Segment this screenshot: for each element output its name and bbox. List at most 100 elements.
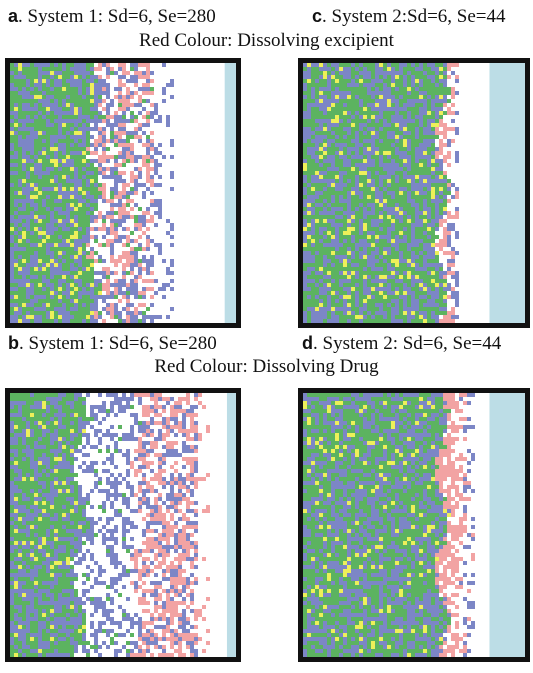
cell: [339, 211, 343, 215]
cell: [58, 151, 62, 155]
cell: [383, 99, 387, 103]
cell: [335, 207, 339, 211]
cell: [62, 311, 66, 315]
cell: [42, 259, 46, 263]
cell: [423, 115, 427, 119]
cell: [18, 167, 22, 171]
cell: [138, 425, 142, 429]
cell: [66, 163, 70, 167]
cell: [339, 99, 343, 103]
cell: [351, 255, 355, 259]
cell: [66, 409, 70, 413]
cell: [26, 315, 30, 319]
cell: [315, 147, 319, 151]
cell: [18, 405, 22, 409]
cell: [14, 167, 18, 171]
cell: [443, 171, 447, 175]
cell: [42, 295, 46, 299]
cell: [407, 195, 411, 199]
cell: [134, 393, 138, 397]
cell: [90, 171, 94, 175]
cell: [38, 421, 42, 425]
cell: [375, 227, 379, 231]
cell: [383, 151, 387, 155]
cell: [343, 259, 347, 263]
cell: [170, 449, 174, 453]
cell: [399, 167, 403, 171]
cell: [411, 199, 415, 203]
cell: [411, 223, 415, 227]
cell: [150, 219, 154, 223]
cell: [379, 263, 383, 267]
cell: [182, 397, 186, 401]
cell: [423, 291, 427, 295]
cell: [146, 393, 150, 397]
cell: [62, 279, 66, 283]
cell: [323, 311, 327, 315]
cell: [14, 175, 18, 179]
cell: [439, 215, 443, 219]
cell: [363, 95, 367, 99]
cell: [34, 111, 38, 115]
cell: [142, 231, 146, 235]
cell: [419, 267, 423, 271]
cell: [439, 107, 443, 111]
cell: [371, 247, 375, 251]
cell: [391, 299, 395, 303]
cell: [319, 171, 323, 175]
cell: [431, 123, 435, 127]
cell: [78, 259, 82, 263]
cell: [327, 259, 331, 263]
cell: [102, 267, 106, 271]
cell: [343, 243, 347, 247]
cell: [419, 167, 423, 171]
cell: [419, 91, 423, 95]
cell: [138, 271, 142, 275]
cell: [319, 79, 323, 83]
cell: [335, 227, 339, 231]
cell: [315, 163, 319, 167]
cell: [42, 187, 46, 191]
cell: [158, 151, 162, 155]
cell: [78, 179, 82, 183]
cell: [46, 167, 50, 171]
cell: [146, 429, 150, 433]
cell: [78, 187, 82, 191]
cell: [14, 91, 18, 95]
cell: [14, 71, 18, 75]
cell: [395, 211, 399, 215]
cell: [327, 163, 331, 167]
cell: [411, 235, 415, 239]
cell: [78, 417, 82, 421]
cell: [94, 219, 98, 223]
cell: [363, 79, 367, 83]
cell: [399, 75, 403, 79]
cell: [427, 139, 431, 143]
cell: [435, 303, 439, 307]
cell: [106, 91, 110, 95]
cell: [375, 223, 379, 227]
panel-caption: a. System 1: Sd=6, Se=280: [8, 6, 216, 28]
cell: [371, 231, 375, 235]
cell: [419, 115, 423, 119]
cell: [50, 67, 54, 71]
cell: [34, 433, 38, 437]
cell: [38, 195, 42, 199]
cell: [367, 183, 371, 187]
cell: [419, 179, 423, 183]
cell: [355, 255, 359, 259]
cell: [315, 175, 319, 179]
cell: [447, 183, 451, 187]
cell: [303, 247, 307, 251]
cell: [38, 393, 42, 397]
cell: [391, 199, 395, 203]
cell: [339, 83, 343, 87]
cell: [94, 207, 98, 211]
cell: [367, 299, 371, 303]
cell: [427, 247, 431, 251]
cell: [62, 259, 66, 263]
cell: [339, 159, 343, 163]
cell: [327, 159, 331, 163]
cell: [327, 243, 331, 247]
cell: [391, 143, 395, 147]
